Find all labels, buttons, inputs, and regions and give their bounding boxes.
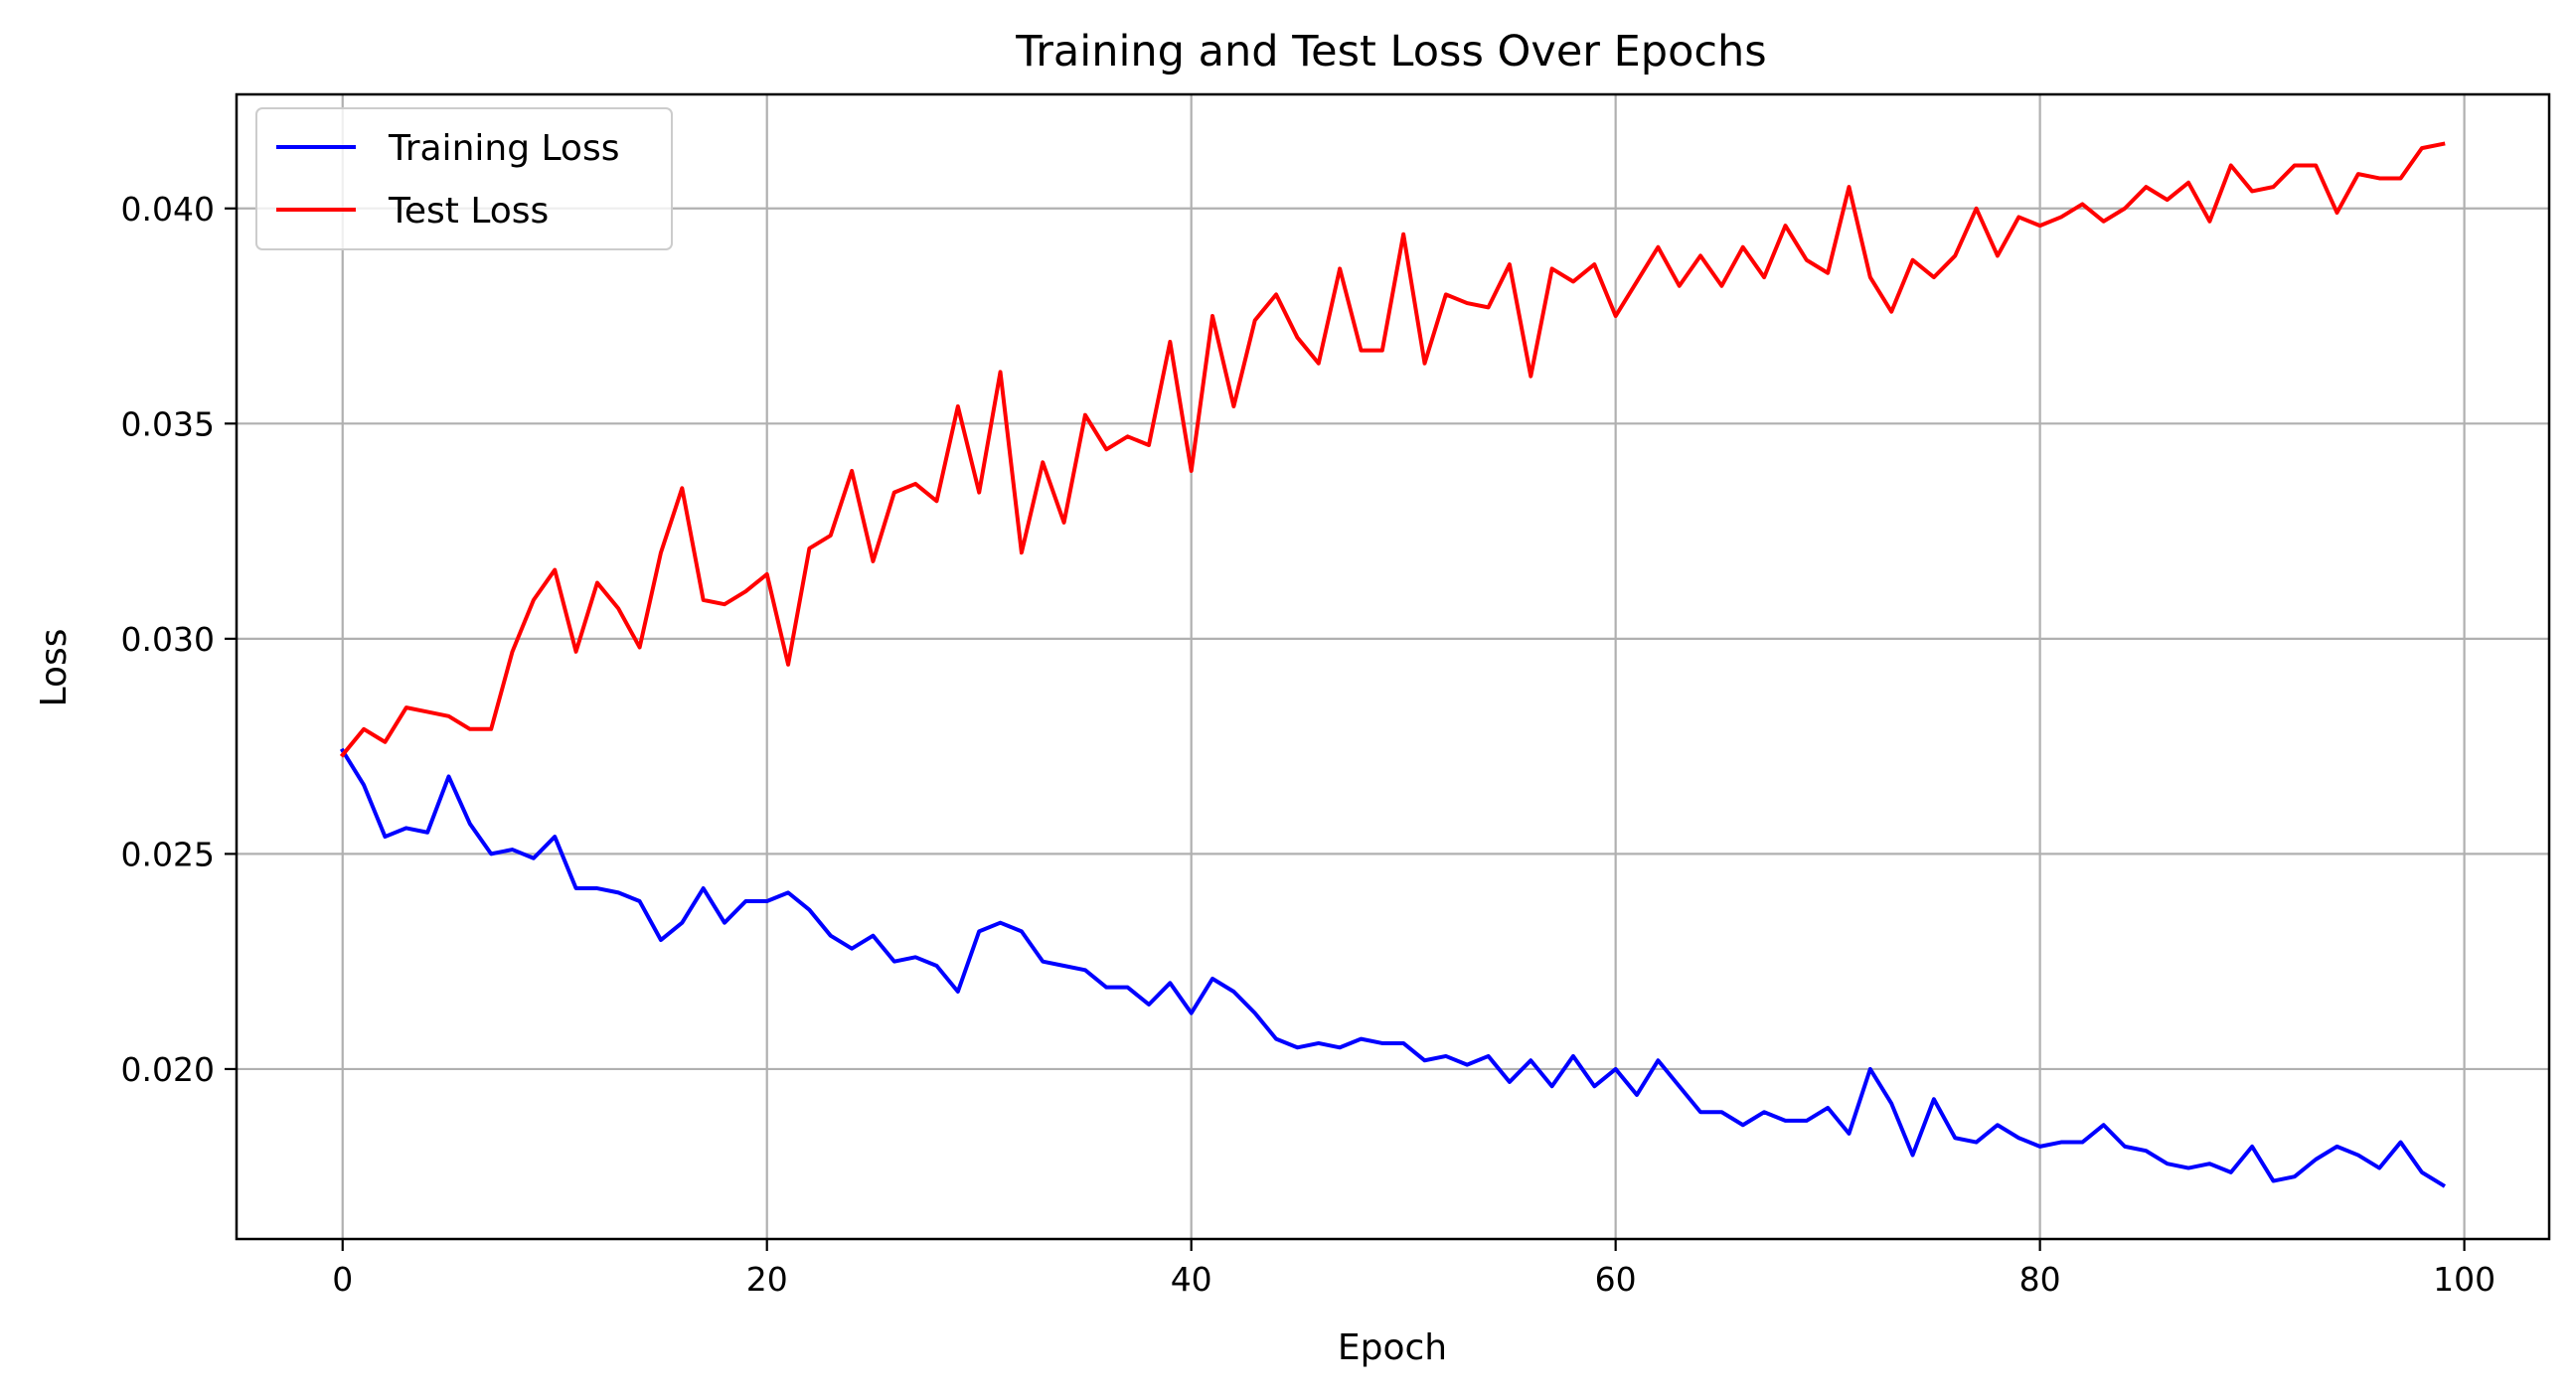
series-lines bbox=[339, 141, 2447, 1188]
legend-box bbox=[255, 107, 673, 250]
series-line-training-loss bbox=[339, 747, 2447, 1188]
x-tick-label: 20 bbox=[746, 1260, 788, 1299]
x-tick-label: 40 bbox=[1171, 1260, 1212, 1299]
y-tick-label: 0.025 bbox=[121, 835, 215, 873]
series-line-test-loss bbox=[339, 141, 2446, 758]
x-axis-label: Epoch bbox=[1338, 1327, 1447, 1368]
grid-lines bbox=[237, 94, 2549, 1239]
chart-title: Training and Test Loss Over Epochs bbox=[1015, 27, 1766, 77]
x-tick-label: 0 bbox=[332, 1260, 353, 1299]
y-tick-label: 0.020 bbox=[121, 1050, 215, 1089]
y-tick-label: 0.040 bbox=[121, 190, 215, 229]
x-tick-label: 100 bbox=[2433, 1260, 2496, 1299]
y-tick-label: 0.035 bbox=[121, 404, 215, 443]
y-axis-label: Loss bbox=[34, 629, 75, 707]
axis-ticks: 0 20 40 60 80 100 0.020 0.025 0.030 0.035 0.040 bbox=[121, 190, 2496, 1299]
x-tick-label: 60 bbox=[1595, 1260, 1637, 1299]
legend-label-test-loss: Test Loss bbox=[388, 191, 549, 232]
legend-label-training-loss: Training Loss bbox=[388, 128, 619, 169]
x-tick-label: 80 bbox=[2019, 1260, 2061, 1299]
plot-area-frame bbox=[235, 92, 2551, 1241]
y-tick-label: 0.030 bbox=[121, 620, 215, 659]
legend: Training Loss Test Loss bbox=[255, 107, 673, 250]
